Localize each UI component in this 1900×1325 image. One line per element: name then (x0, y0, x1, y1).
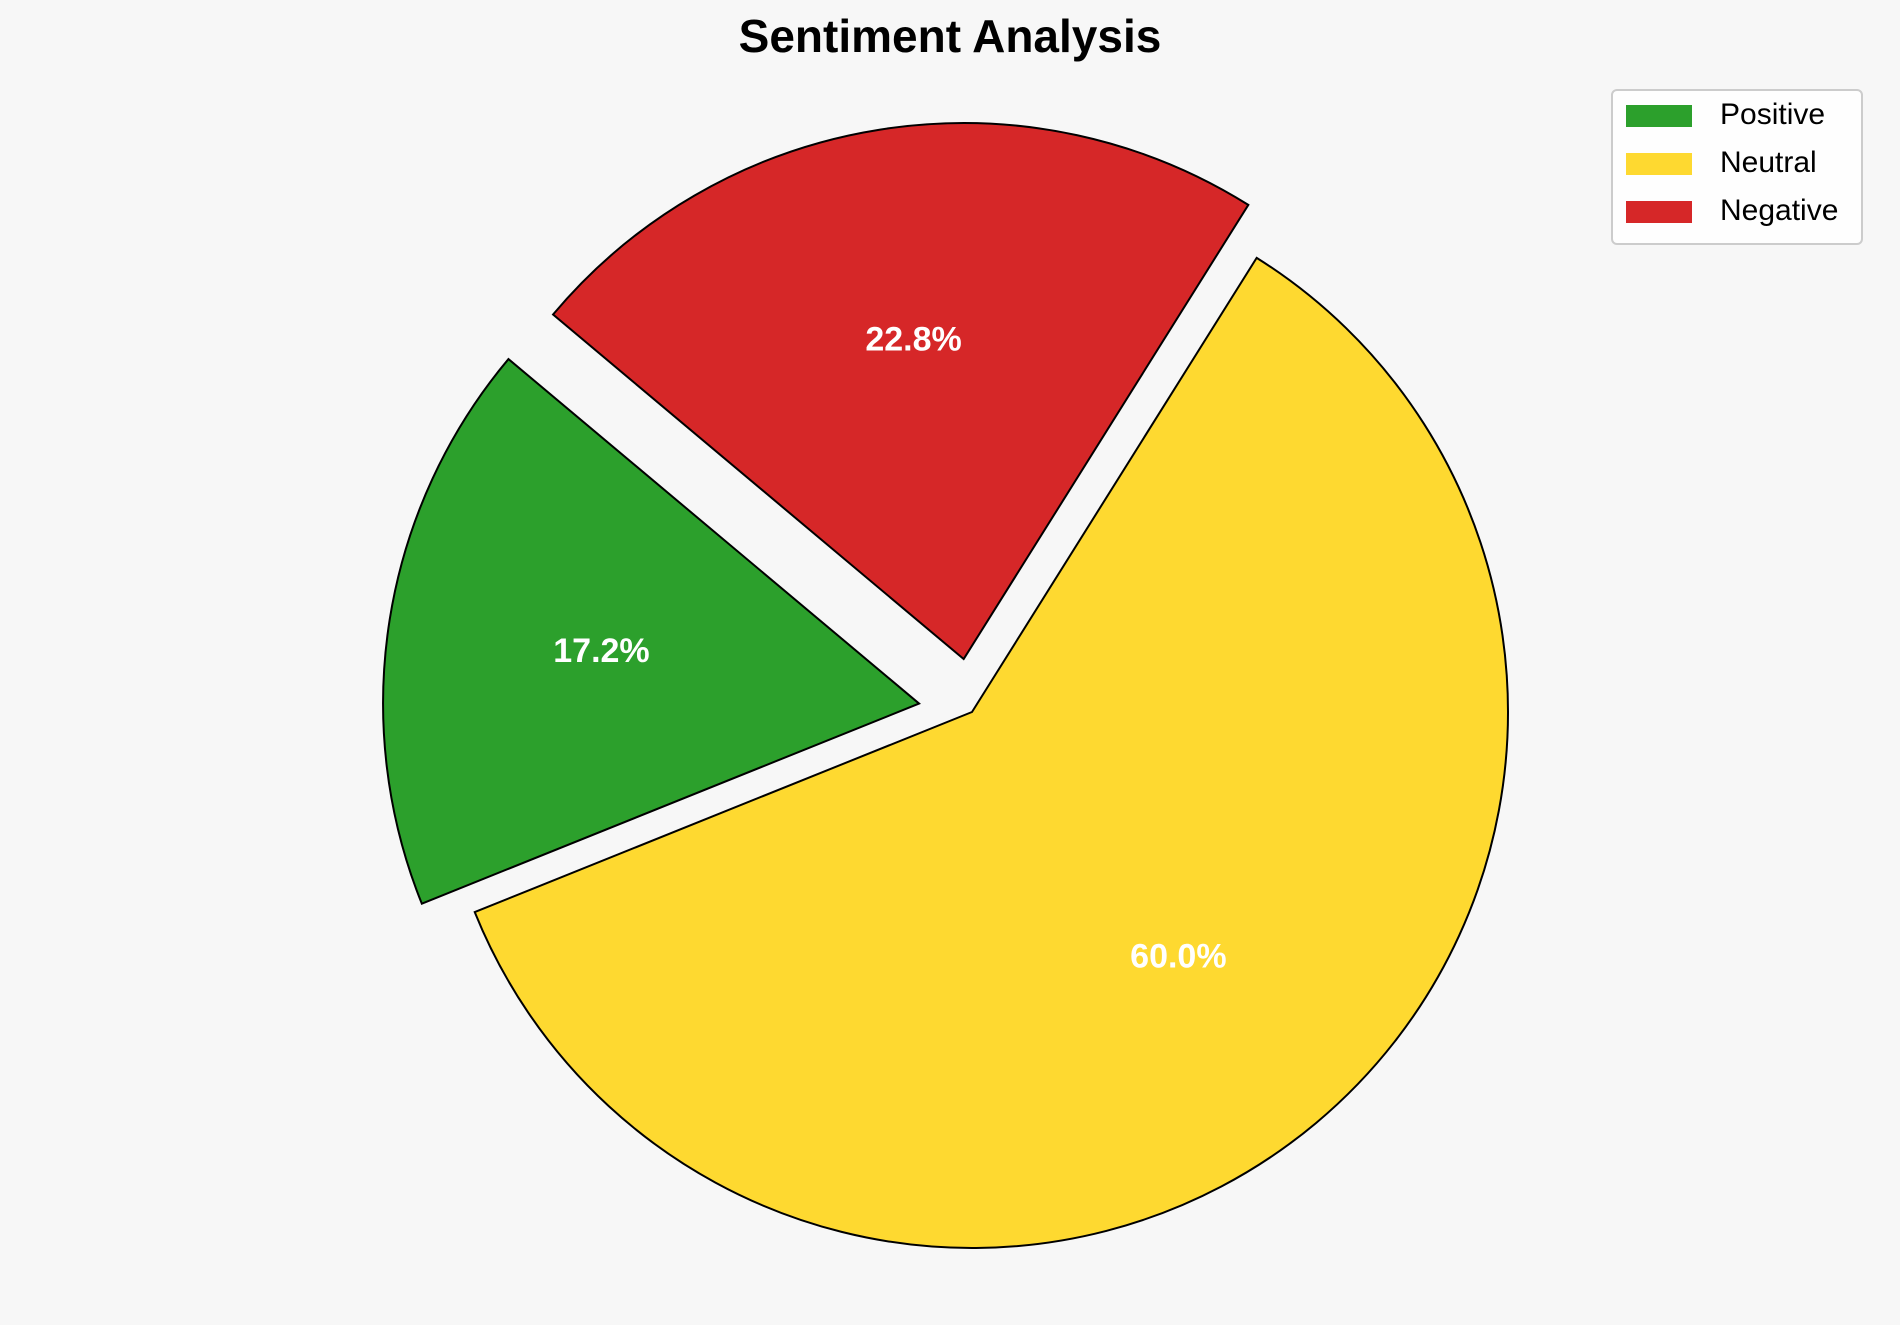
legend-label: Neutral (1720, 146, 1817, 179)
slice-label: 17.2% (553, 632, 649, 670)
pie-slice (551, 122, 1250, 661)
pie-slice (382, 357, 921, 905)
slice-label: 60.0% (1130, 938, 1226, 976)
chart-title: Sentiment Analysis (739, 10, 1162, 62)
legend-swatch (1626, 201, 1692, 223)
legend-label: Negative (1720, 194, 1838, 227)
legend-swatch (1626, 105, 1692, 127)
legend-swatch (1626, 153, 1692, 175)
legend: Positive Neutral Negative (1611, 89, 1863, 245)
legend-label: Positive (1720, 98, 1825, 131)
pie-slice (473, 256, 1509, 1249)
slice-label: 22.8% (865, 320, 961, 358)
